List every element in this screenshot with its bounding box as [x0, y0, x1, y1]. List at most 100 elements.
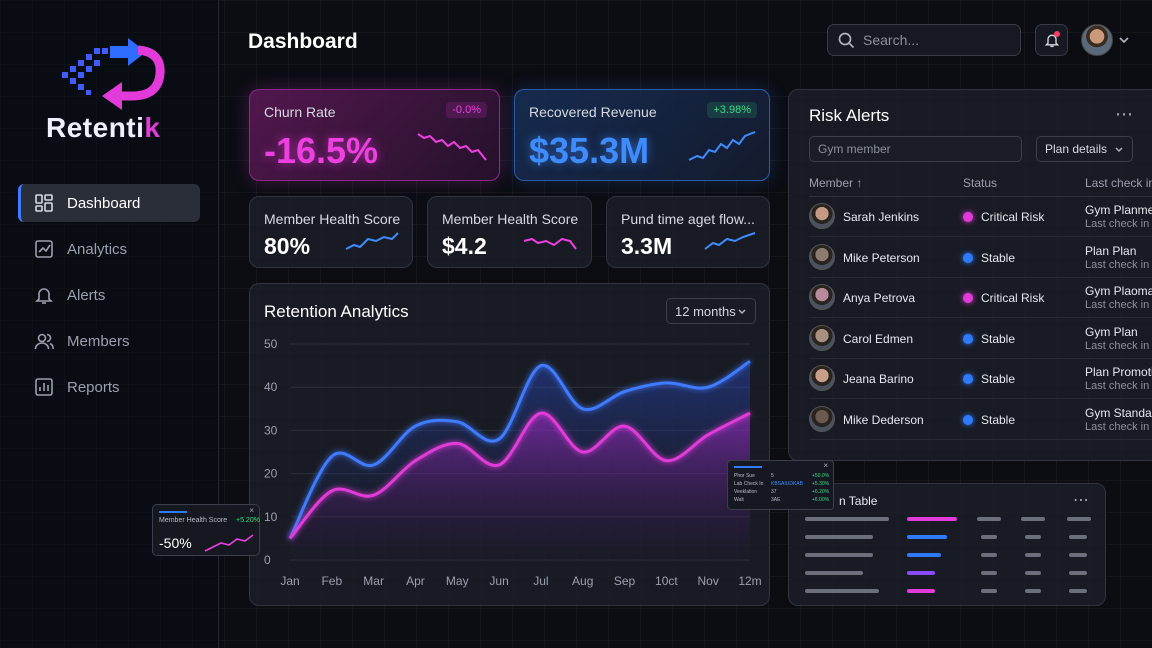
- bell-icon: [35, 288, 53, 304]
- status-dot: [963, 212, 973, 222]
- change-badge: -0.0%: [446, 102, 487, 118]
- member-name: Carol Edmen: [843, 331, 914, 346]
- bar-report-icon: [35, 378, 53, 396]
- table-bar: [981, 535, 997, 539]
- card-label: Member Health Score: [442, 211, 579, 227]
- column-header-status[interactable]: Status: [963, 176, 998, 190]
- member-filter-input[interactable]: Gym member: [809, 136, 1022, 162]
- plan-name: Gym Planmem: [1085, 203, 1152, 217]
- sidebar-item-dashboard[interactable]: Dashboard: [18, 184, 200, 222]
- x-tick-label: Mar: [363, 574, 384, 588]
- panel-title: Retention Analytics: [264, 302, 409, 321]
- sidebar-item-alerts[interactable]: Alerts: [18, 276, 200, 314]
- stat-value: KBSAIUDKAB: [771, 481, 803, 487]
- table-bar: [907, 517, 957, 521]
- change-badge: +3.98%: [707, 102, 757, 118]
- close-icon[interactable]: ×: [823, 461, 828, 470]
- card-label: Member Health Score: [264, 211, 401, 227]
- last-check-in: Last check in: [1085, 420, 1150, 433]
- plan-name: Gym Plaoma: [1085, 284, 1152, 298]
- bell-icon: [1044, 34, 1059, 48]
- mini-table-panel: n Table ⋯: [788, 483, 1106, 606]
- x-tick-label: 12m: [738, 574, 761, 588]
- table-bar: [1025, 535, 1041, 539]
- sidebar-item-analytics[interactable]: Analytics: [18, 230, 200, 268]
- sidebar-item-label: Members: [67, 332, 130, 350]
- more-options-icon[interactable]: ⋯: [1115, 104, 1133, 124]
- series-area-2: [290, 413, 750, 560]
- member-health-score-card[interactable]: Member Health Score 80%: [249, 196, 413, 268]
- table-bar: [805, 535, 873, 539]
- status-dot: [963, 333, 973, 344]
- range-select-value: 12 months: [675, 303, 736, 319]
- y-tick-label: 50: [264, 337, 278, 351]
- last-check-in: Last check in: [1085, 339, 1150, 352]
- grid-icon: [35, 194, 53, 212]
- series-line-1: [288, 360, 751, 540]
- x-tick-label: Nov: [698, 574, 719, 588]
- sidebar-item-label: Analytics: [67, 240, 128, 258]
- last-check-in: Last check in: [1085, 258, 1150, 271]
- member-name: Mike Peterson: [843, 250, 920, 265]
- more-options-icon[interactable]: ⋯: [1073, 492, 1089, 509]
- member-health-score-card-2[interactable]: Member Health Score $4.2: [427, 196, 592, 268]
- member-name: Jeana Barino: [843, 372, 914, 386]
- card-value: $4.2: [442, 233, 487, 259]
- churn-rate-card[interactable]: Churn Rate -0.0% -16.5%: [249, 89, 500, 181]
- panel-title: Risk Alerts: [809, 106, 890, 125]
- stat-change: +50.0%: [812, 473, 830, 479]
- stat-change: +6.00%: [812, 497, 830, 503]
- close-icon[interactable]: ×: [249, 506, 254, 515]
- stat-label: Phor Sue: [734, 473, 755, 479]
- x-tick-label: Jan: [280, 574, 299, 588]
- stat-value: 5: [771, 473, 774, 479]
- status-text: Critical Risk: [981, 291, 1045, 305]
- table-bar: [907, 589, 935, 593]
- status-dot: [963, 252, 973, 263]
- select-value: Plan details: [1045, 142, 1108, 156]
- stat-value: 3AE: [771, 497, 781, 503]
- user-avatar[interactable]: [1081, 24, 1113, 56]
- plan-details-select[interactable]: Plan details: [1036, 136, 1133, 162]
- column-header-member[interactable]: Member ↑: [809, 176, 863, 190]
- table-row[interactable]: Jeana Barino Stable Plan Promoti Last check…: [809, 359, 1152, 399]
- avatar: [809, 405, 835, 432]
- line-chart-icon: [35, 240, 53, 258]
- y-tick-label: 20: [264, 467, 278, 481]
- sparkline: [688, 131, 756, 161]
- table-row[interactable]: Carol Edmen Stable Gym Plan Last check in: [809, 319, 1152, 359]
- table-bar: [1069, 535, 1087, 539]
- sidebar-item-label: Reports: [67, 378, 120, 396]
- x-tick-label: 10ct: [655, 574, 678, 588]
- table-row[interactable]: Mike Peterson Stable Plan Plan Last check i…: [809, 238, 1152, 278]
- retentik-logo[interactable]: Retentik: [46, 38, 178, 144]
- sidebar-item-reports[interactable]: Reports: [18, 368, 200, 406]
- column-header-last-check-in[interactable]: Last check in: [1085, 176, 1152, 190]
- range-select[interactable]: 12 months: [666, 298, 756, 324]
- card-value: 3.3M: [621, 233, 673, 259]
- y-tick-label: 0: [264, 553, 271, 567]
- notifications-button[interactable]: [1035, 24, 1068, 56]
- avatar: [809, 365, 835, 391]
- sidebar-nav: Dashboard Analytics Alerts Members Repor…: [18, 184, 200, 414]
- chevron-down-icon[interactable]: [1118, 34, 1130, 46]
- plan-name: Plan Promoti: [1085, 365, 1152, 379]
- status-text: Stable: [981, 331, 1016, 346]
- sidebar: Retentik Dashboard Analytics Alerts Memb…: [0, 0, 219, 648]
- recovered-revenue-card[interactable]: Recovered Revenue +3.98% $35.3M: [514, 89, 770, 181]
- member-name: Mike Dederson: [843, 412, 924, 427]
- table-row[interactable]: Anya Petrova Critical Risk Gym Plaoma Last …: [809, 278, 1152, 318]
- table-bar: [977, 517, 1001, 521]
- sidebar-item-members[interactable]: Members: [18, 322, 200, 360]
- header-divider: [809, 196, 1152, 197]
- avatar: [809, 243, 835, 270]
- search-input[interactable]: Search...: [827, 24, 1021, 56]
- sparkline: [417, 133, 487, 161]
- table-row[interactable]: Mike Dederson Stable Gym Standar Last check…: [809, 400, 1152, 440]
- table-bar: [1069, 571, 1087, 575]
- x-tick-label: Aug: [572, 574, 593, 588]
- table-bar: [1025, 553, 1041, 557]
- tooltip-badge: +5.20%: [236, 517, 260, 524]
- pund-time-card[interactable]: Pund time aget flow... 3.3M: [606, 196, 770, 268]
- table-row[interactable]: Sarah Jenkins Critical Risk Gym PlanmemLas…: [809, 197, 1152, 237]
